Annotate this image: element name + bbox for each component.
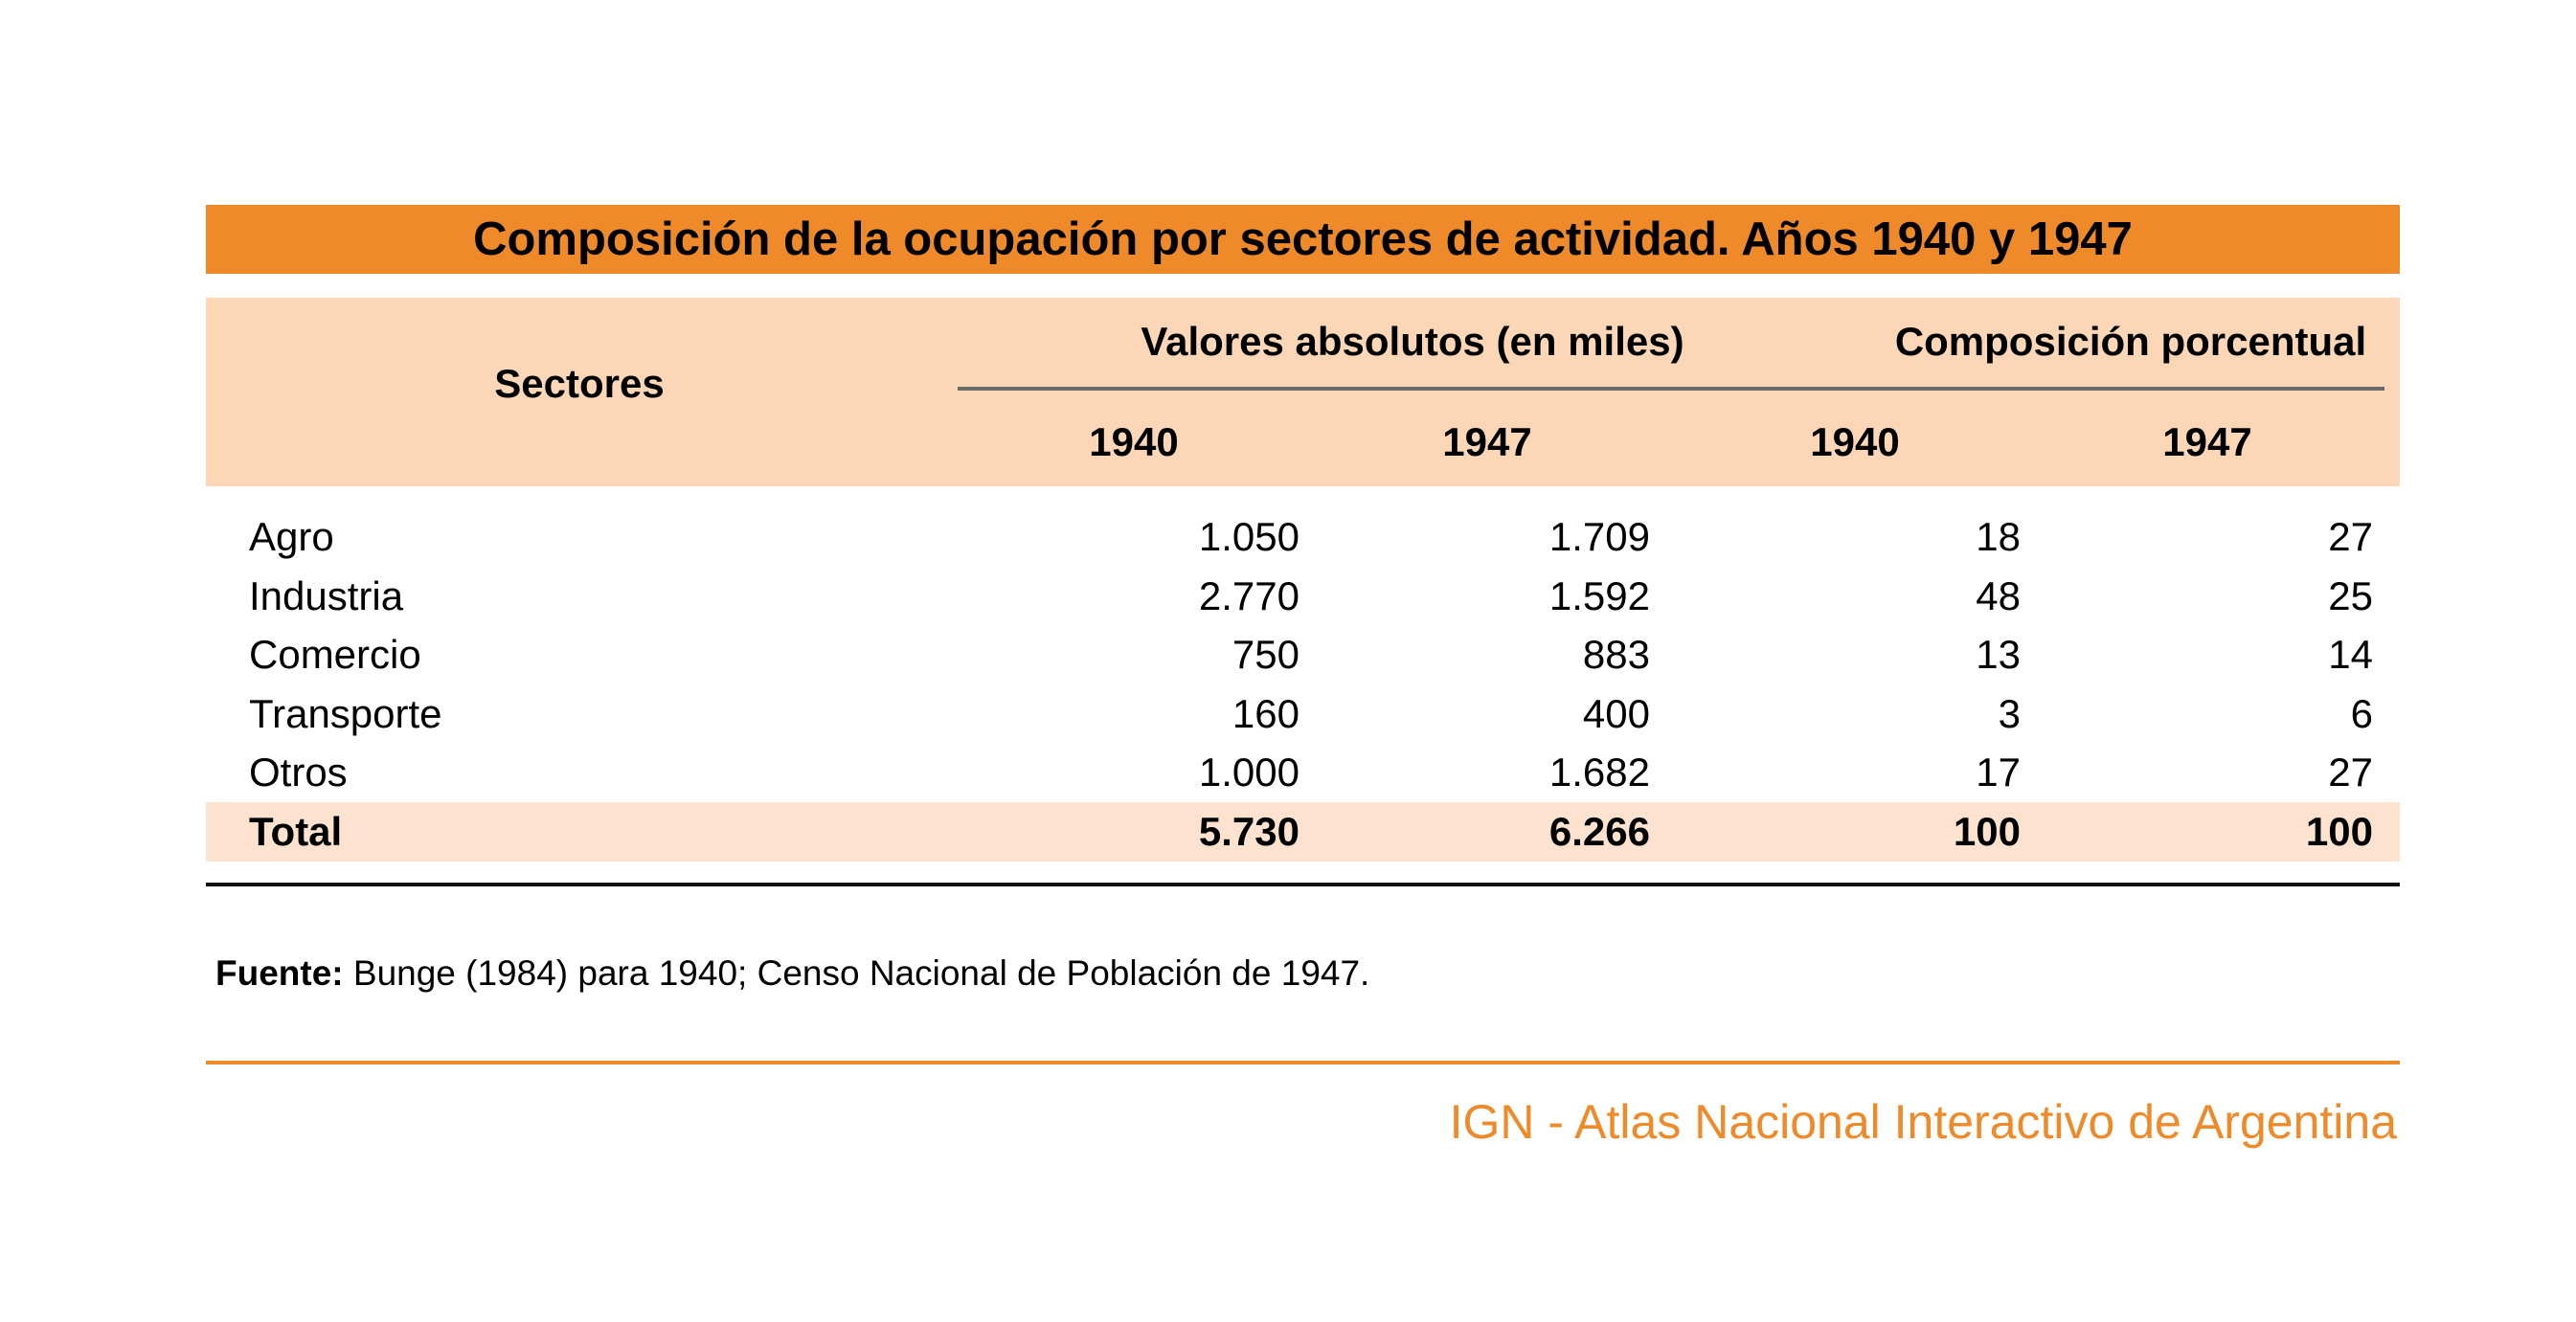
total-abs-1940: 5.730 — [1198, 809, 1299, 854]
total-abs-1947: 6.266 — [1548, 809, 1650, 854]
column-header-abs-1940: 1940 — [1089, 419, 1179, 464]
row-label: Agro — [249, 514, 334, 559]
cell-abs-1947: 400 — [1582, 690, 1650, 736]
cell-pct-1947: 27 — [2328, 514, 2373, 559]
column-header-sectors: Sectores — [494, 361, 665, 406]
footer-divider — [206, 1061, 2400, 1064]
table-row: Otros 1.000 1.682 17 27 — [206, 741, 2400, 800]
credit-line: IGN - Atlas Nacional Interactivo de Arge… — [1449, 1095, 2397, 1149]
table-header: Sectores Valores absolutos (en miles) Co… — [206, 298, 2400, 486]
total-pct-1940: 100 — [1953, 809, 2021, 854]
cell-pct-1940: 48 — [1976, 572, 2021, 618]
cell-abs-1940: 1.050 — [1198, 514, 1299, 559]
total-row: Total 5.730 6.266 100 100 — [206, 802, 2400, 862]
group-divider-absolute — [958, 387, 1867, 391]
table-row: Comercio 750 883 13 14 — [206, 623, 2400, 683]
table-body: Agro 1.050 1.709 18 27 Industria 2.770 1… — [206, 505, 2400, 800]
group-header-percent: Composición porcentual — [1894, 319, 2367, 364]
cell-pct-1940: 3 — [1998, 690, 2021, 736]
total-label: Total — [249, 809, 343, 854]
column-header-abs-1947: 1947 — [1442, 419, 1532, 464]
column-header-pct-1940: 1940 — [1810, 419, 1900, 464]
cell-pct-1947: 25 — [2328, 572, 2373, 618]
cell-pct-1947: 6 — [2350, 690, 2373, 736]
cell-abs-1947: 883 — [1582, 632, 1650, 677]
table-title: Composición de la ocupación por sectores… — [206, 205, 2400, 274]
group-header-absolute: Valores absolutos (en miles) — [1141, 319, 1684, 364]
cell-pct-1940: 17 — [1976, 750, 2021, 795]
cell-abs-1940: 1.000 — [1198, 750, 1299, 795]
row-label: Transporte — [249, 690, 442, 736]
cell-abs-1947: 1.682 — [1548, 750, 1650, 795]
table-row: Industria 2.770 1.592 48 25 — [206, 565, 2400, 624]
column-header-pct-1947: 1947 — [2162, 419, 2252, 464]
cell-pct-1947: 14 — [2328, 632, 2373, 677]
total-pct-1947: 100 — [2305, 809, 2373, 854]
row-label: Otros — [249, 750, 348, 795]
table-row: Agro 1.050 1.709 18 27 — [206, 505, 2400, 565]
group-divider-percent — [1681, 387, 2384, 391]
cell-abs-1940: 2.770 — [1198, 572, 1299, 618]
source-text: Bunge (1984) para 1940; Censo Nacional d… — [352, 953, 1370, 993]
row-label: Industria — [249, 572, 404, 618]
cell-pct-1940: 13 — [1976, 632, 2021, 677]
cell-abs-1940: 160 — [1232, 690, 1299, 736]
source-label: Fuente: — [215, 953, 344, 993]
cell-abs-1947: 1.709 — [1548, 514, 1650, 559]
cell-pct-1947: 27 — [2328, 750, 2373, 795]
source-note: Fuente: Bunge (1984) para 1940; Censo Na… — [215, 953, 1369, 994]
table-bottom-rule — [206, 883, 2400, 886]
cell-pct-1940: 18 — [1976, 514, 2021, 559]
cell-abs-1940: 750 — [1232, 632, 1299, 677]
table-row: Transporte 160 400 3 6 — [206, 683, 2400, 742]
cell-abs-1947: 1.592 — [1548, 572, 1650, 618]
row-label: Comercio — [249, 632, 421, 677]
